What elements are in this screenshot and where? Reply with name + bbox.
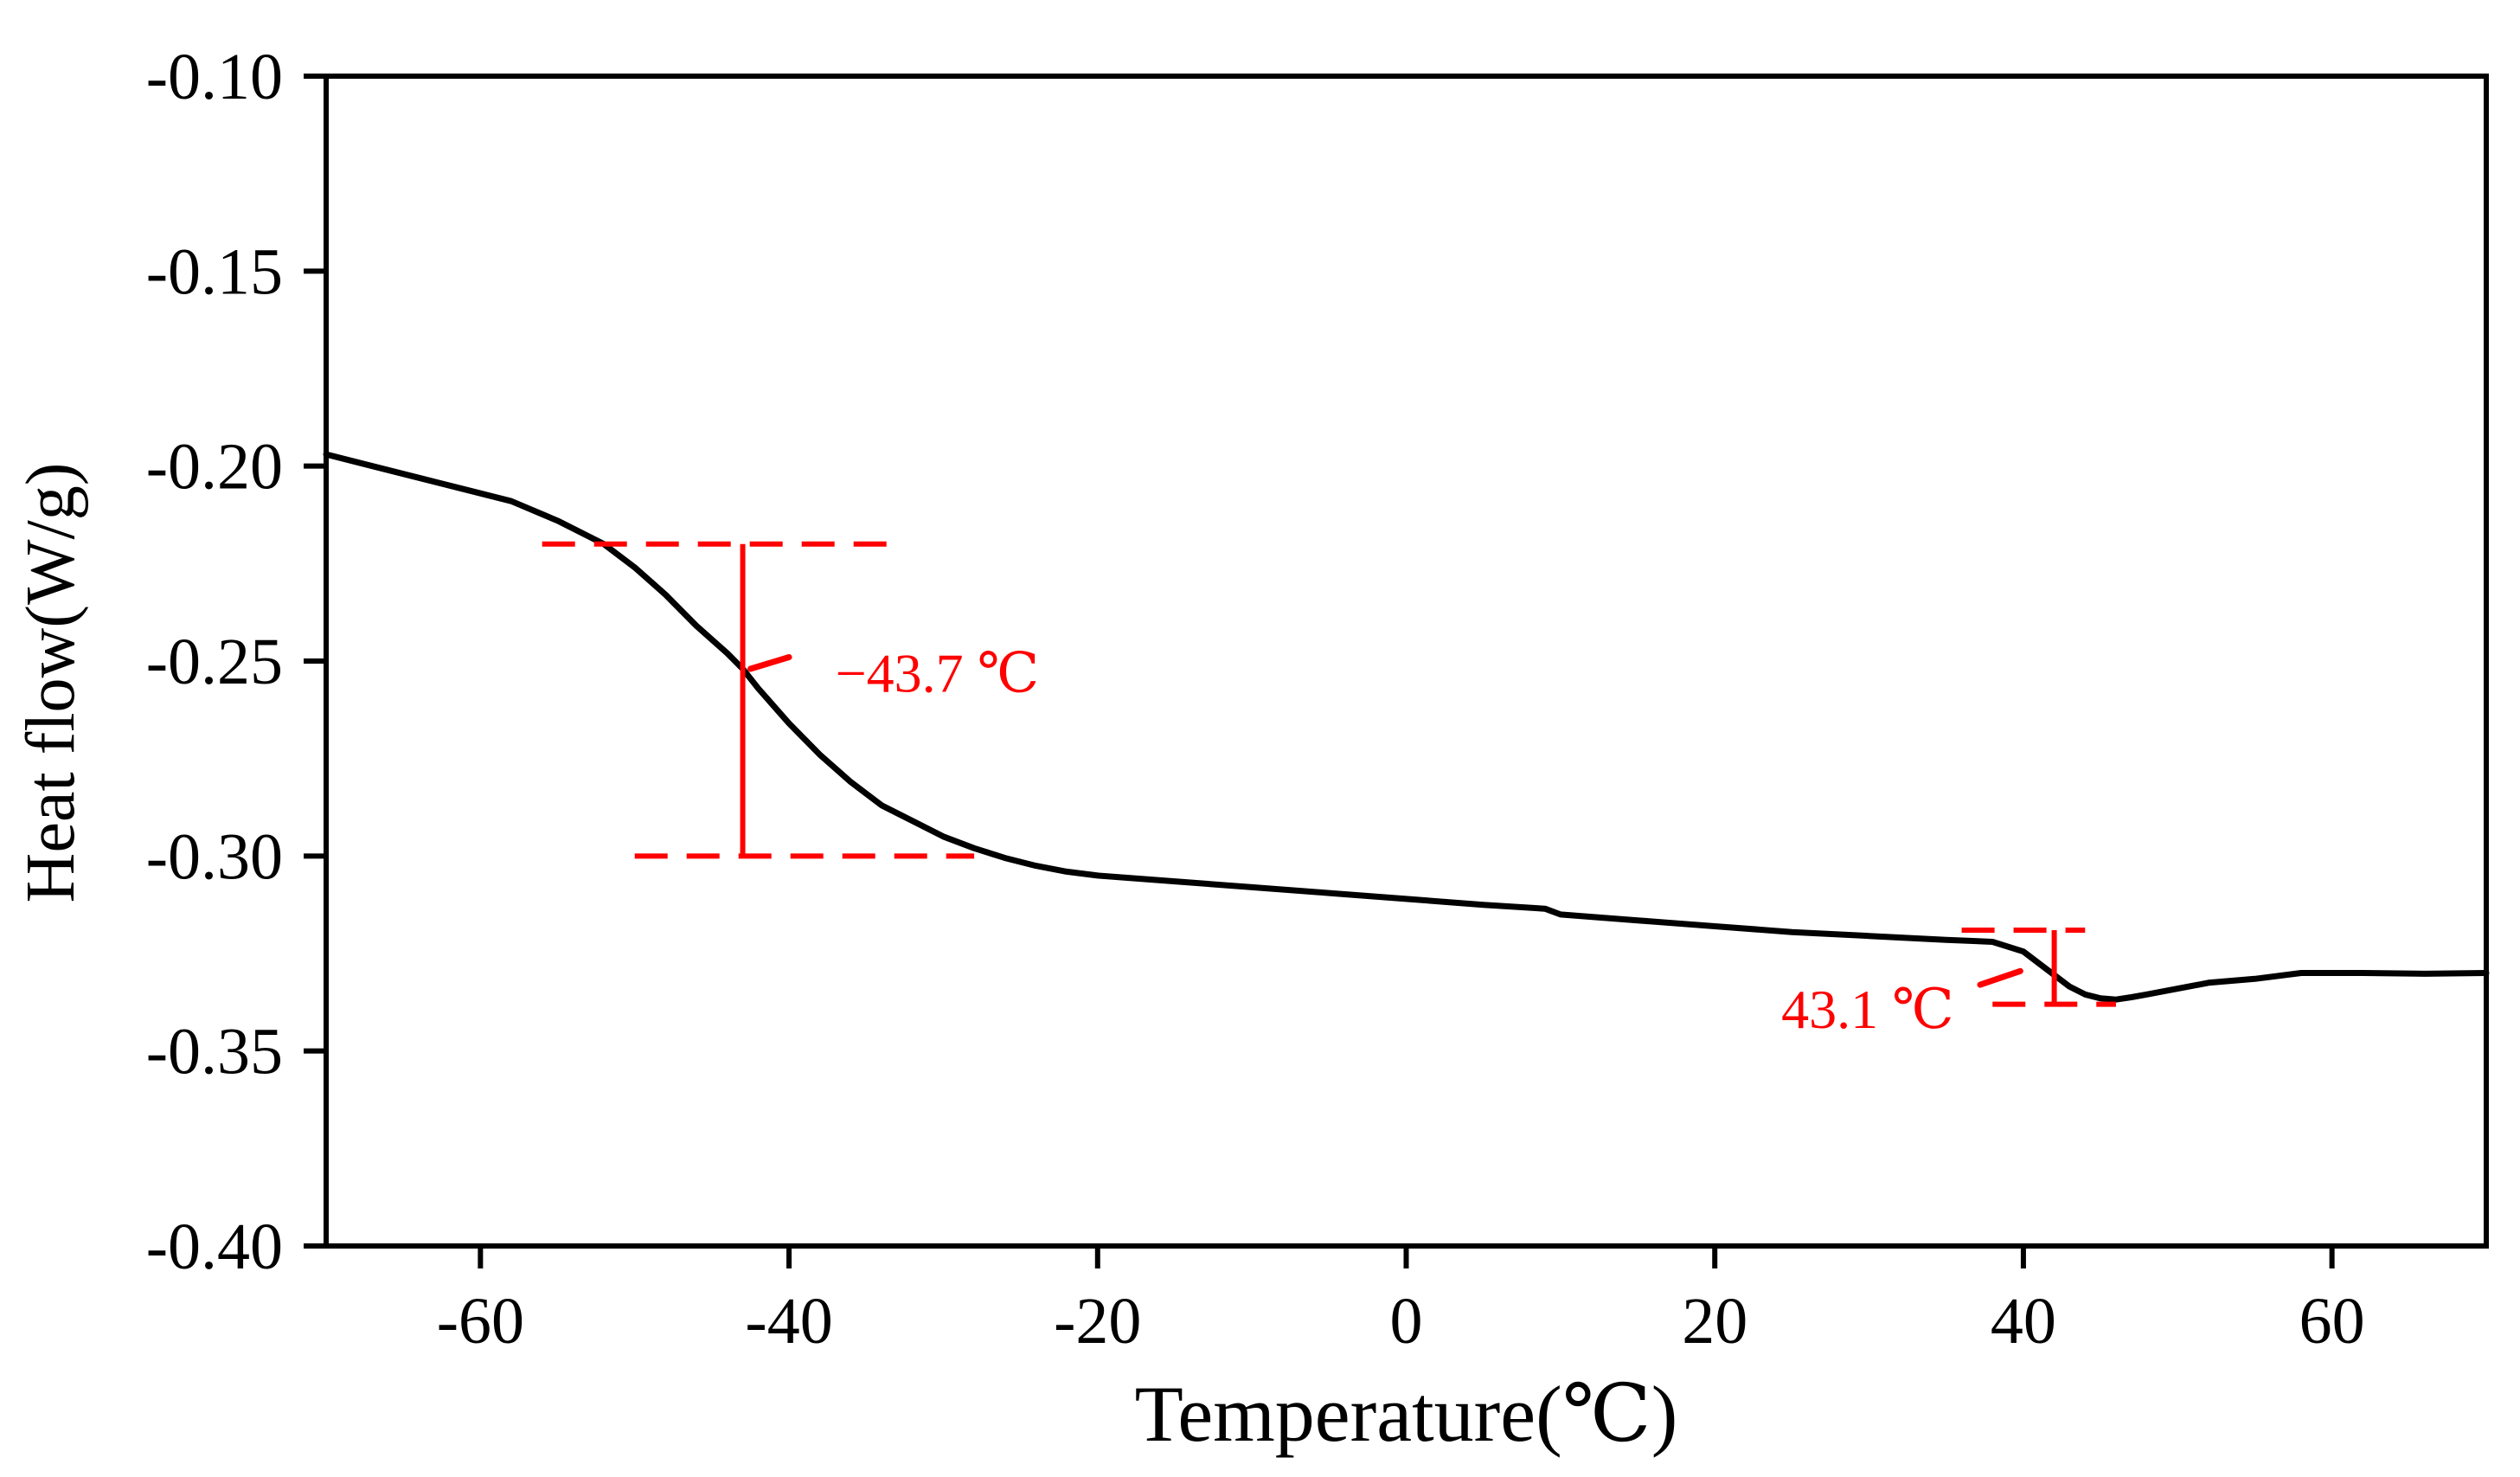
y-tick-label: -0.10 [146, 41, 283, 113]
x-tick-label: -20 [1054, 1285, 1141, 1358]
plot-frame [324, 74, 2489, 1249]
y-axis-title: Heat flow(W/g) [13, 463, 89, 903]
y-tick-label: -0.20 [146, 431, 283, 504]
x-tick-label: 20 [1682, 1285, 1747, 1358]
x-axis-title: Temperature(℃) [1135, 1370, 1678, 1458]
annotation-pointer [1977, 967, 2023, 988]
annotation-pointer [747, 653, 792, 672]
y-tick-label: -0.35 [146, 1016, 283, 1088]
annotation-label: 43.1 ℃ [1781, 979, 1954, 1040]
x-tick-label: 60 [2299, 1285, 2365, 1358]
annotation-0: −43.7 ℃ [542, 541, 1040, 859]
x-tick-label: -60 [437, 1285, 524, 1358]
x-tick-label: -40 [745, 1285, 832, 1358]
annotation-1: 43.1 ℃ [1781, 927, 2116, 1040]
series-line-0 [323, 451, 2490, 1003]
ticks-layer: -60 -40 -20 0 20 40 60 -0.10 -0.15 -0.20 -0.25 -0.3… [146, 41, 2365, 1358]
x-tick-label: 0 [1390, 1285, 1423, 1358]
y-tick-label: -0.25 [146, 626, 283, 698]
y-tick-label: -0.15 [146, 235, 283, 308]
annotation-label: −43.7 ℃ [836, 643, 1040, 704]
y-tick-label: -0.40 [146, 1210, 283, 1283]
y-tick-label: -0.30 [146, 820, 283, 893]
annotation-layer: −43.7 ℃ 43.1 ℃ [542, 541, 2116, 1040]
series-layer [323, 451, 2490, 1003]
x-tick-label: 40 [1991, 1285, 2056, 1358]
